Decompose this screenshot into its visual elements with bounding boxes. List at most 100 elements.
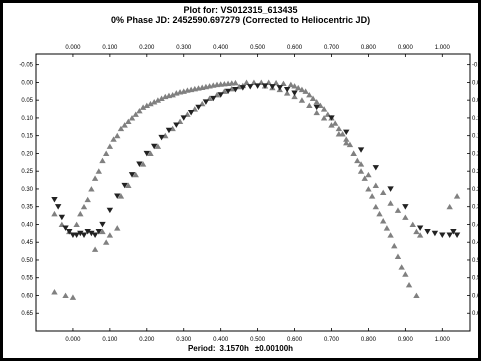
data-point-up	[110, 136, 117, 142]
data-point-down	[165, 127, 173, 134]
y-tick-label-left: 0.10	[21, 116, 33, 122]
x-tick-label-top: 0.700	[324, 45, 340, 51]
data-point-down	[343, 129, 350, 136]
data-point-up	[136, 107, 143, 114]
phase-jd-subtitle: 0% Phase JD: 2452590.697279 (Corrected t…	[110, 15, 371, 25]
data-point-up	[320, 106, 328, 112]
y-tick-label-left: -0.05	[19, 63, 33, 69]
period-footer: Period: 3.1570h ±0.00100h	[3, 344, 478, 353]
data-point-down	[128, 172, 136, 178]
x-tick-label-bottom: 0.900	[398, 337, 414, 343]
y-tick-label-left: 0.35	[21, 205, 33, 211]
x-tick-label-top: 1.000	[435, 45, 451, 51]
y-tick-label-left: 0.60	[21, 293, 33, 299]
data-point-down	[136, 161, 143, 167]
x-tick-label-bottom: 0.000	[65, 337, 81, 343]
x-tick-label-bottom: 0.200	[139, 337, 155, 343]
data-points	[51, 79, 461, 300]
data-point-up	[317, 102, 324, 109]
data-point-up	[128, 115, 136, 121]
data-point-down	[239, 85, 247, 91]
data-point-up	[372, 182, 380, 188]
y-tick-label-left: 0.55	[21, 276, 33, 282]
y-axis-left: -0.05 0.00 0.05 0.10 0.15 0.20 0.25 0.30 0.35 0.4…	[19, 63, 39, 317]
data-point-up	[62, 292, 69, 299]
data-point-up	[287, 81, 295, 88]
data-point-up	[368, 193, 376, 199]
x-axis-bottom: 0.000 0.100 0.200 0.300 0.400 0.500 0.600 0.700…	[65, 328, 450, 343]
data-point-down	[357, 147, 365, 153]
data-point-up	[335, 125, 343, 132]
data-point-up	[147, 100, 154, 107]
y-tick-label-left: 0.50	[21, 258, 33, 264]
data-point-down	[424, 229, 431, 235]
data-point-down	[387, 186, 394, 192]
data-point-down	[402, 204, 409, 210]
data-point-up	[372, 203, 380, 210]
data-point-down	[453, 232, 461, 238]
data-point-up	[343, 136, 350, 142]
data-point-up	[158, 95, 165, 101]
y-tick-label-right: -0.05	[472, 63, 478, 69]
data-point-down	[158, 134, 165, 141]
x-tick-label-bottom: 0.300	[176, 337, 192, 343]
plot-window: Plot for: VS012315_613435 0% Phase JD: 2…	[3, 3, 478, 358]
period-label: Period:	[187, 344, 216, 353]
data-point-down	[121, 182, 128, 189]
y-tick-label-left: 0.00	[21, 80, 33, 86]
data-point-down	[106, 207, 114, 214]
data-point-down	[416, 225, 424, 231]
y-tick-label-right: 0.45	[472, 240, 478, 246]
data-point-up	[391, 242, 398, 249]
data-point-down	[51, 197, 58, 203]
data-point-down	[66, 229, 73, 235]
data-point-up	[117, 125, 125, 132]
data-point-down	[54, 204, 62, 210]
y-tick-label-right: 0.10	[472, 116, 478, 122]
data-point-down	[232, 86, 239, 93]
data-point-up	[398, 264, 405, 270]
data-point-up	[291, 93, 298, 100]
data-point-down	[372, 165, 380, 171]
data-point-up	[114, 225, 121, 231]
data-point-up	[84, 196, 91, 203]
y-tick-label-right: 0.60	[472, 293, 478, 299]
data-point-down	[431, 230, 439, 237]
data-point-up	[413, 292, 420, 299]
data-point-up	[357, 168, 365, 174]
data-point-up	[114, 132, 121, 139]
plot-header: Plot for: VS012315_613435 0% Phase JD: 2…	[3, 5, 478, 25]
data-point-up	[102, 239, 110, 245]
period-value: 3.1570h	[219, 344, 249, 353]
data-point-up	[280, 80, 287, 87]
data-point-up	[51, 210, 58, 217]
y-tick-label-right: 0.55	[472, 276, 478, 282]
data-point-up	[121, 122, 128, 128]
data-point-up	[387, 232, 394, 238]
data-point-down	[173, 122, 180, 128]
y-tick-label-right: 0.30	[472, 187, 478, 193]
x-tick-label-bottom: 0.700	[324, 337, 340, 343]
data-point-down	[254, 83, 261, 89]
x-tick-label-bottom: 1.000	[435, 337, 451, 343]
data-point-down	[202, 99, 210, 105]
data-point-up	[139, 104, 147, 110]
data-point-down	[80, 232, 88, 238]
x-tick-label-top: 0.800	[361, 45, 377, 51]
data-point-down	[143, 150, 151, 157]
data-point-up	[309, 95, 317, 101]
data-point-down	[195, 104, 202, 111]
data-point-up	[380, 218, 387, 224]
data-point-up	[306, 102, 313, 109]
data-point-up	[106, 232, 114, 238]
data-point-up	[402, 271, 409, 277]
x-tick-label-bottom: 0.800	[361, 337, 377, 343]
x-tick-label-top: 0.000	[65, 45, 81, 51]
data-point-up	[346, 141, 354, 148]
data-point-down	[224, 88, 232, 95]
data-point-up	[132, 111, 139, 117]
data-point-up	[154, 97, 162, 103]
x-tick-label-top: 0.300	[176, 45, 192, 51]
data-point-up	[405, 281, 413, 288]
data-point-down	[328, 115, 335, 121]
